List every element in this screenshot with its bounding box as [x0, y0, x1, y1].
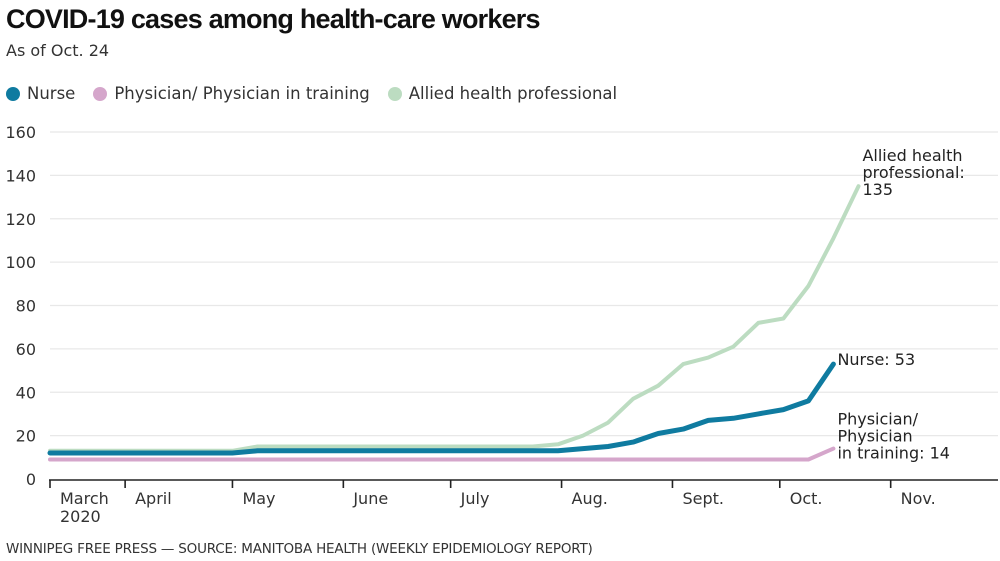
chart-title: COVID-19 cases among health-care workers: [6, 4, 541, 34]
y-axis-ticks: 0 20 40 60 80 100 120 140 160: [5, 123, 36, 489]
legend: Nurse Physician/ Physician in training A…: [6, 84, 635, 103]
y-tick-label: 80: [16, 297, 36, 316]
end-label-allied: 135: [862, 180, 893, 199]
x-tick-label: Oct.: [790, 489, 823, 508]
gridlines: [50, 131, 998, 437]
x-tick-label-year: 2020: [60, 507, 101, 526]
legend-item-nurse: Nurse: [6, 84, 75, 103]
end-label-physician: Physician/: [837, 410, 918, 429]
x-tick-label: Nov.: [901, 489, 936, 508]
x-tick-label: May: [242, 489, 275, 508]
legend-dot-physician: [93, 86, 108, 101]
x-tick-label: July: [460, 489, 490, 508]
x-tick-label: June: [352, 489, 388, 508]
legend-label-physician: Physician/ Physician in training: [114, 84, 370, 103]
x-tick-label: April: [135, 489, 172, 508]
y-tick-label: 20: [16, 427, 36, 446]
legend-label-allied: Allied health professional: [408, 84, 618, 103]
x-tick-label: Aug.: [572, 489, 608, 508]
y-tick-label: 160: [5, 123, 36, 142]
legend-dot-nurse: [6, 86, 20, 101]
legend-dot-allied: [387, 86, 402, 101]
x-tick-label: March: [60, 489, 109, 508]
end-label-nurse: Nurse: 53: [837, 350, 915, 369]
legend-item-allied: Allied health professional: [387, 84, 618, 103]
y-tick-label: 120: [5, 210, 36, 229]
end-label-allied: professional:: [862, 163, 964, 182]
end-label-physician: Physician: [837, 427, 912, 446]
x-tick-label: Sept.: [682, 489, 724, 508]
legend-label-nurse: Nurse: [27, 84, 76, 103]
series-line-allied: [48, 184, 861, 453]
y-tick-label: 40: [16, 383, 36, 402]
y-tick-label: 140: [5, 166, 36, 185]
source-footer: WINNIPEG FREE PRESS — SOURCE: MANITOBA H…: [6, 541, 593, 557]
series-line-nurse: [47, 361, 836, 456]
end-label-allied: Allied health: [862, 146, 962, 165]
chart-subtitle: As of Oct. 24: [6, 41, 110, 60]
y-tick-label: 100: [5, 253, 36, 272]
y-tick-label: 60: [16, 340, 36, 359]
legend-item-physician: Physician/ Physician in training: [93, 84, 370, 103]
series-line-physician: [48, 446, 836, 462]
end-label-physician: in training: 14: [837, 444, 950, 463]
series-lines: [47, 184, 861, 462]
y-tick-label: 0: [26, 470, 36, 489]
